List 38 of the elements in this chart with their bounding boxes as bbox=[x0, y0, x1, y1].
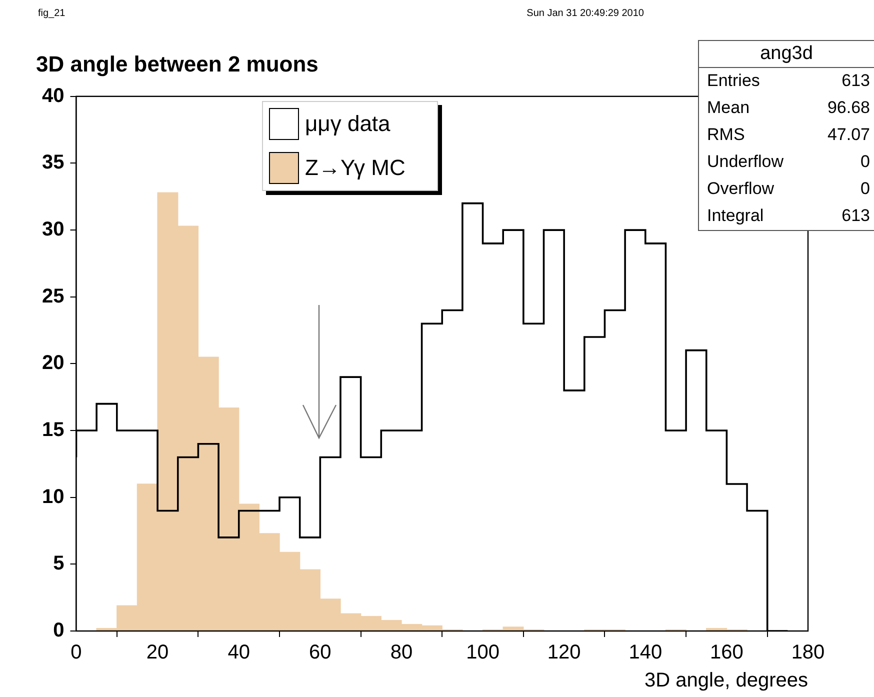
y-tick-label: 25 bbox=[42, 285, 64, 308]
text: 0 bbox=[860, 152, 870, 172]
y-tick-label: 20 bbox=[42, 352, 64, 374]
y-tick-label: 40 bbox=[42, 84, 64, 107]
x-tick-label: 160 bbox=[710, 642, 744, 664]
x-tick-label: 80 bbox=[390, 642, 413, 664]
x-axis-title: 3D angle, degrees bbox=[644, 670, 808, 692]
text: 47.07 bbox=[827, 125, 870, 145]
text: Sun Jan 31 20:49:29 2010 bbox=[526, 8, 644, 19]
x-tick-label: 120 bbox=[547, 642, 581, 664]
text: 0 bbox=[860, 179, 870, 199]
x-tick-label: 20 bbox=[146, 642, 169, 664]
text: 613 bbox=[842, 71, 870, 91]
annotation: Mean bbox=[707, 98, 750, 118]
text: ang3d bbox=[699, 41, 874, 68]
text: 613 bbox=[842, 206, 870, 226]
text: fig_21 bbox=[38, 8, 66, 19]
x-tick-label: 40 bbox=[228, 642, 250, 664]
x-tick-label: 180 bbox=[791, 642, 825, 664]
x-tick-label: 0 bbox=[70, 642, 82, 664]
x-tick-label: 140 bbox=[628, 642, 662, 664]
chart-title: 3D angle between 2 muons bbox=[36, 51, 318, 76]
x-tick-label: 60 bbox=[309, 642, 332, 664]
x-tick-label: 100 bbox=[466, 642, 500, 664]
y-tick-label: 5 bbox=[53, 552, 64, 575]
legend-label: Z→Υγ MC bbox=[305, 155, 406, 181]
legend-label: μμγ data bbox=[305, 111, 390, 137]
y-tick-label: 10 bbox=[42, 486, 64, 508]
y-tick-label: 30 bbox=[42, 218, 64, 241]
y-tick-label: 35 bbox=[42, 152, 64, 174]
annotation: Integral bbox=[707, 206, 764, 226]
y-tick-label: 0 bbox=[53, 620, 64, 642]
annotation: RMS bbox=[707, 125, 745, 145]
annotation: Underflow bbox=[707, 152, 784, 172]
text: Entries bbox=[707, 71, 760, 91]
y-tick-label: 15 bbox=[42, 419, 64, 442]
text: 96.68 bbox=[827, 98, 870, 118]
annotation: Overflow bbox=[707, 179, 774, 199]
